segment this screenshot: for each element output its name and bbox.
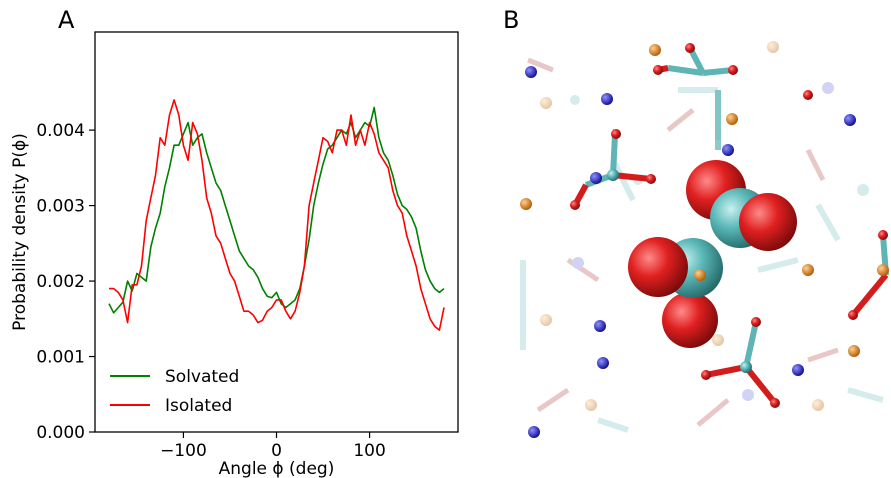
panel-a-label: A bbox=[58, 6, 75, 34]
y-tick-label: 0.001 bbox=[36, 348, 85, 368]
x-tick-label: 0 bbox=[271, 441, 282, 461]
ion-spheres bbox=[520, 44, 889, 438]
x-tick-label: −100 bbox=[160, 441, 207, 461]
central-molecule-spheres bbox=[628, 160, 797, 348]
x-axis-label: Angle ϕ (deg) bbox=[219, 459, 335, 478]
legend-label-isolated: Isolated bbox=[165, 396, 232, 416]
series-line-isolated bbox=[109, 99, 445, 331]
legend-label-solvated: Solvated bbox=[165, 367, 239, 387]
y-tick-label: 0.002 bbox=[36, 272, 85, 292]
y-axis-label: Probability density P(ϕ) bbox=[10, 133, 30, 331]
ligand-molecules bbox=[570, 43, 889, 408]
panel-b-label: B bbox=[503, 6, 520, 34]
molecular-snapshot-image bbox=[520, 41, 889, 438]
y-tick-label: 0.000 bbox=[36, 423, 85, 443]
x-tick-label: 100 bbox=[353, 441, 385, 461]
plot-frame bbox=[94, 31, 459, 433]
y-tick-label: 0.003 bbox=[36, 197, 85, 217]
series-line-solvated bbox=[108, 106, 445, 314]
y-tick-label: 0.004 bbox=[36, 121, 85, 141]
